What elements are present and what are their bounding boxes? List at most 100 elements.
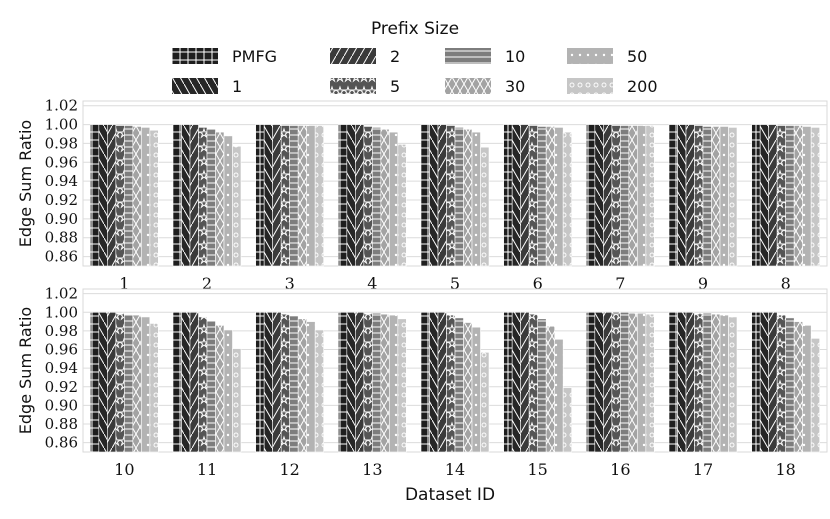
bar-13-10 (372, 312, 382, 453)
bar-17-2 (685, 311, 695, 453)
y-tick-label: 0.96 (45, 153, 78, 171)
bar-15-1 (511, 311, 521, 453)
bar-8-50 (802, 126, 812, 267)
y-tick-label: 0.94 (45, 172, 78, 190)
y-axis-label: Edge Sum Ratio (16, 307, 35, 434)
bar-4-pmfg (338, 124, 348, 267)
y-tick-label: 1.00 (45, 116, 78, 134)
y-tick-label: 0.90 (45, 210, 78, 228)
bar-14-5 (446, 314, 456, 453)
bar-9-5 (694, 125, 704, 267)
bar-16-50 (637, 312, 647, 453)
bar-16-1 (594, 311, 604, 453)
bar-13-5 (363, 312, 373, 453)
bar-15-30 (545, 325, 555, 453)
bar-4-30 (380, 128, 390, 267)
bar-16-30 (628, 312, 638, 453)
bar-12-50 (306, 321, 316, 453)
bar-7-50 (637, 125, 647, 267)
bar-5-50 (471, 131, 481, 267)
legend: Prefix Size PMFG 1 2 5 10 30 50 200 (172, 19, 658, 96)
bar-1-5 (115, 125, 125, 267)
bar-3-1 (263, 124, 273, 267)
bar-14-2 (437, 311, 447, 453)
bar-4-1 (346, 124, 356, 267)
y-tick-label: 0.90 (45, 396, 78, 414)
bar-14-10 (454, 317, 464, 453)
bar-18-5 (776, 314, 786, 453)
x-tick-label: 16 (610, 460, 630, 479)
bar-15-2 (520, 311, 530, 453)
x-tick-label: 12 (279, 460, 299, 479)
bar-10-30 (132, 314, 142, 453)
legend-swatch-50 (567, 48, 613, 64)
bar-14-200 (480, 352, 490, 453)
bar-18-2 (768, 311, 778, 453)
bar-11-10 (206, 320, 216, 453)
bar-17-pmfg (668, 311, 678, 453)
x-tick-label: 7 (615, 274, 625, 293)
bar-14-50 (471, 326, 481, 453)
bar-5-pmfg (420, 124, 430, 267)
legend-label-50: 50 (627, 47, 647, 66)
bar-12-5 (280, 313, 290, 453)
x-tick-label: 1 (119, 274, 129, 293)
bar-18-10 (785, 317, 795, 453)
bar-6-50 (554, 127, 564, 267)
y-tick-label: 0.94 (45, 359, 78, 377)
bar-3-30 (297, 125, 307, 267)
legend-swatch-10 (445, 48, 491, 64)
y-tick-label: 1.02 (45, 97, 78, 115)
legend-label-200: 200 (627, 77, 658, 96)
bar-10-5 (115, 312, 125, 453)
bar-1-30 (132, 126, 142, 267)
bar-8-5 (776, 125, 786, 267)
bar-5-10 (454, 127, 464, 267)
legend-label-1: 1 (232, 77, 242, 96)
y-tick-label: 1.02 (45, 285, 78, 303)
legend-label-pmfg: PMFG (232, 47, 277, 66)
bar-5-30 (463, 128, 473, 267)
bar-18-50 (802, 325, 812, 453)
y-tick-label: 0.98 (45, 322, 78, 340)
legend-label-30: 30 (505, 77, 525, 96)
bar-7-200 (645, 125, 655, 267)
y-tick-label: 0.96 (45, 341, 78, 359)
bar-15-5 (528, 313, 538, 453)
bar-11-1 (181, 311, 191, 453)
legend-swatch-2 (330, 48, 376, 64)
y-tick-label: 0.88 (45, 229, 78, 247)
bar-17-5 (694, 312, 704, 453)
legend-swatch-30 (445, 78, 491, 94)
bar-18-30 (793, 321, 803, 453)
bar-10-50 (141, 316, 151, 453)
x-tick-label: 18 (775, 460, 795, 479)
bar-14-1 (429, 311, 439, 453)
y-tick-label: 0.92 (45, 378, 78, 396)
bar-6-30 (545, 126, 555, 267)
bar-9-30 (711, 126, 721, 267)
bar-4-200 (397, 144, 407, 267)
bar-7-30 (628, 125, 638, 267)
x-tick-label: 13 (362, 460, 382, 479)
y-axis-label: Edge Sum Ratio (16, 120, 35, 247)
y-tick-label: 0.98 (45, 134, 78, 152)
bar-11-50 (223, 329, 233, 453)
x-tick-label: 17 (693, 460, 713, 479)
bar-17-50 (719, 314, 729, 453)
bar-9-pmfg (668, 124, 678, 267)
bar-1-10 (124, 125, 134, 267)
x-tick-label: 14 (445, 460, 465, 479)
bar-12-200 (314, 329, 324, 453)
bar-15-50 (554, 338, 564, 453)
bar-1-50 (141, 127, 151, 267)
bar-12-1 (263, 311, 273, 453)
bar-7-2 (603, 124, 613, 267)
bar-4-2 (355, 124, 365, 267)
bar-1-200 (149, 129, 159, 267)
bar-4-50 (389, 131, 399, 267)
bar-14-pmfg (420, 311, 430, 453)
bar-9-1 (677, 124, 687, 267)
bar-14-30 (463, 322, 473, 453)
